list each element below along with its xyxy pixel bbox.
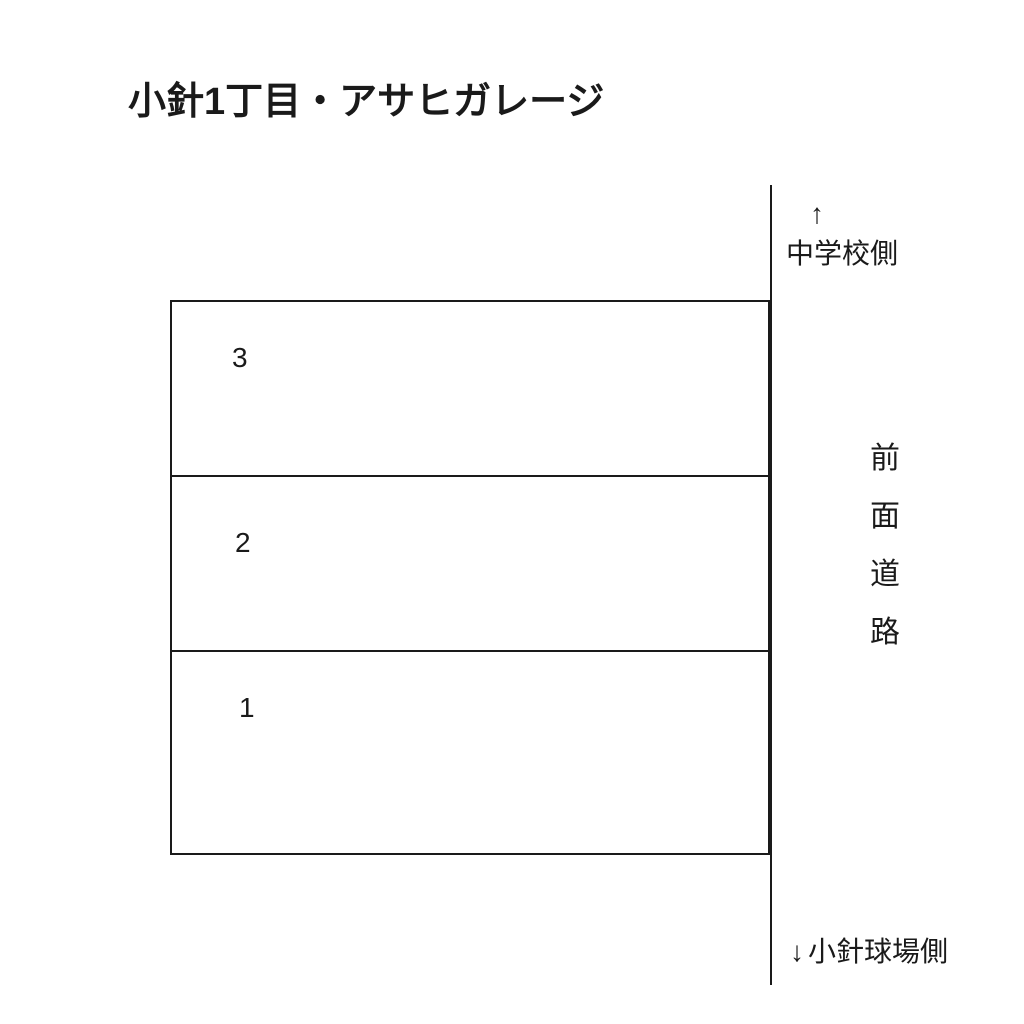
spot-label: 3 [232, 342, 248, 374]
direction-top-label: 中学校側 [786, 232, 898, 272]
arrow-down-icon: ↓ [790, 936, 804, 967]
road-line [770, 185, 772, 985]
road-name-char: 面 [870, 488, 900, 546]
page-title: 小針1丁目・アサヒガレージ [128, 70, 604, 125]
road-name-char: 道 [870, 546, 900, 604]
diagram-canvas: 小針1丁目・アサヒガレージ 3 2 1 ↑ 中学校側 ↓小針球場側 前 面 道 … [0, 0, 1024, 1024]
spot-label: 2 [235, 527, 251, 559]
arrow-up-icon: ↑ [810, 198, 824, 230]
spot-label: 1 [239, 692, 255, 724]
road-name-char: 路 [870, 604, 900, 662]
road-name: 前 面 道 路 [870, 430, 900, 662]
parking-spot-1: 1 [170, 650, 770, 855]
direction-bottom-label: ↓小針球場側 [790, 930, 948, 970]
parking-spot-2: 2 [170, 475, 770, 650]
road-name-char: 前 [870, 430, 900, 488]
parking-spot-3: 3 [170, 300, 770, 475]
direction-bottom-text: 小針球場側 [808, 936, 948, 967]
